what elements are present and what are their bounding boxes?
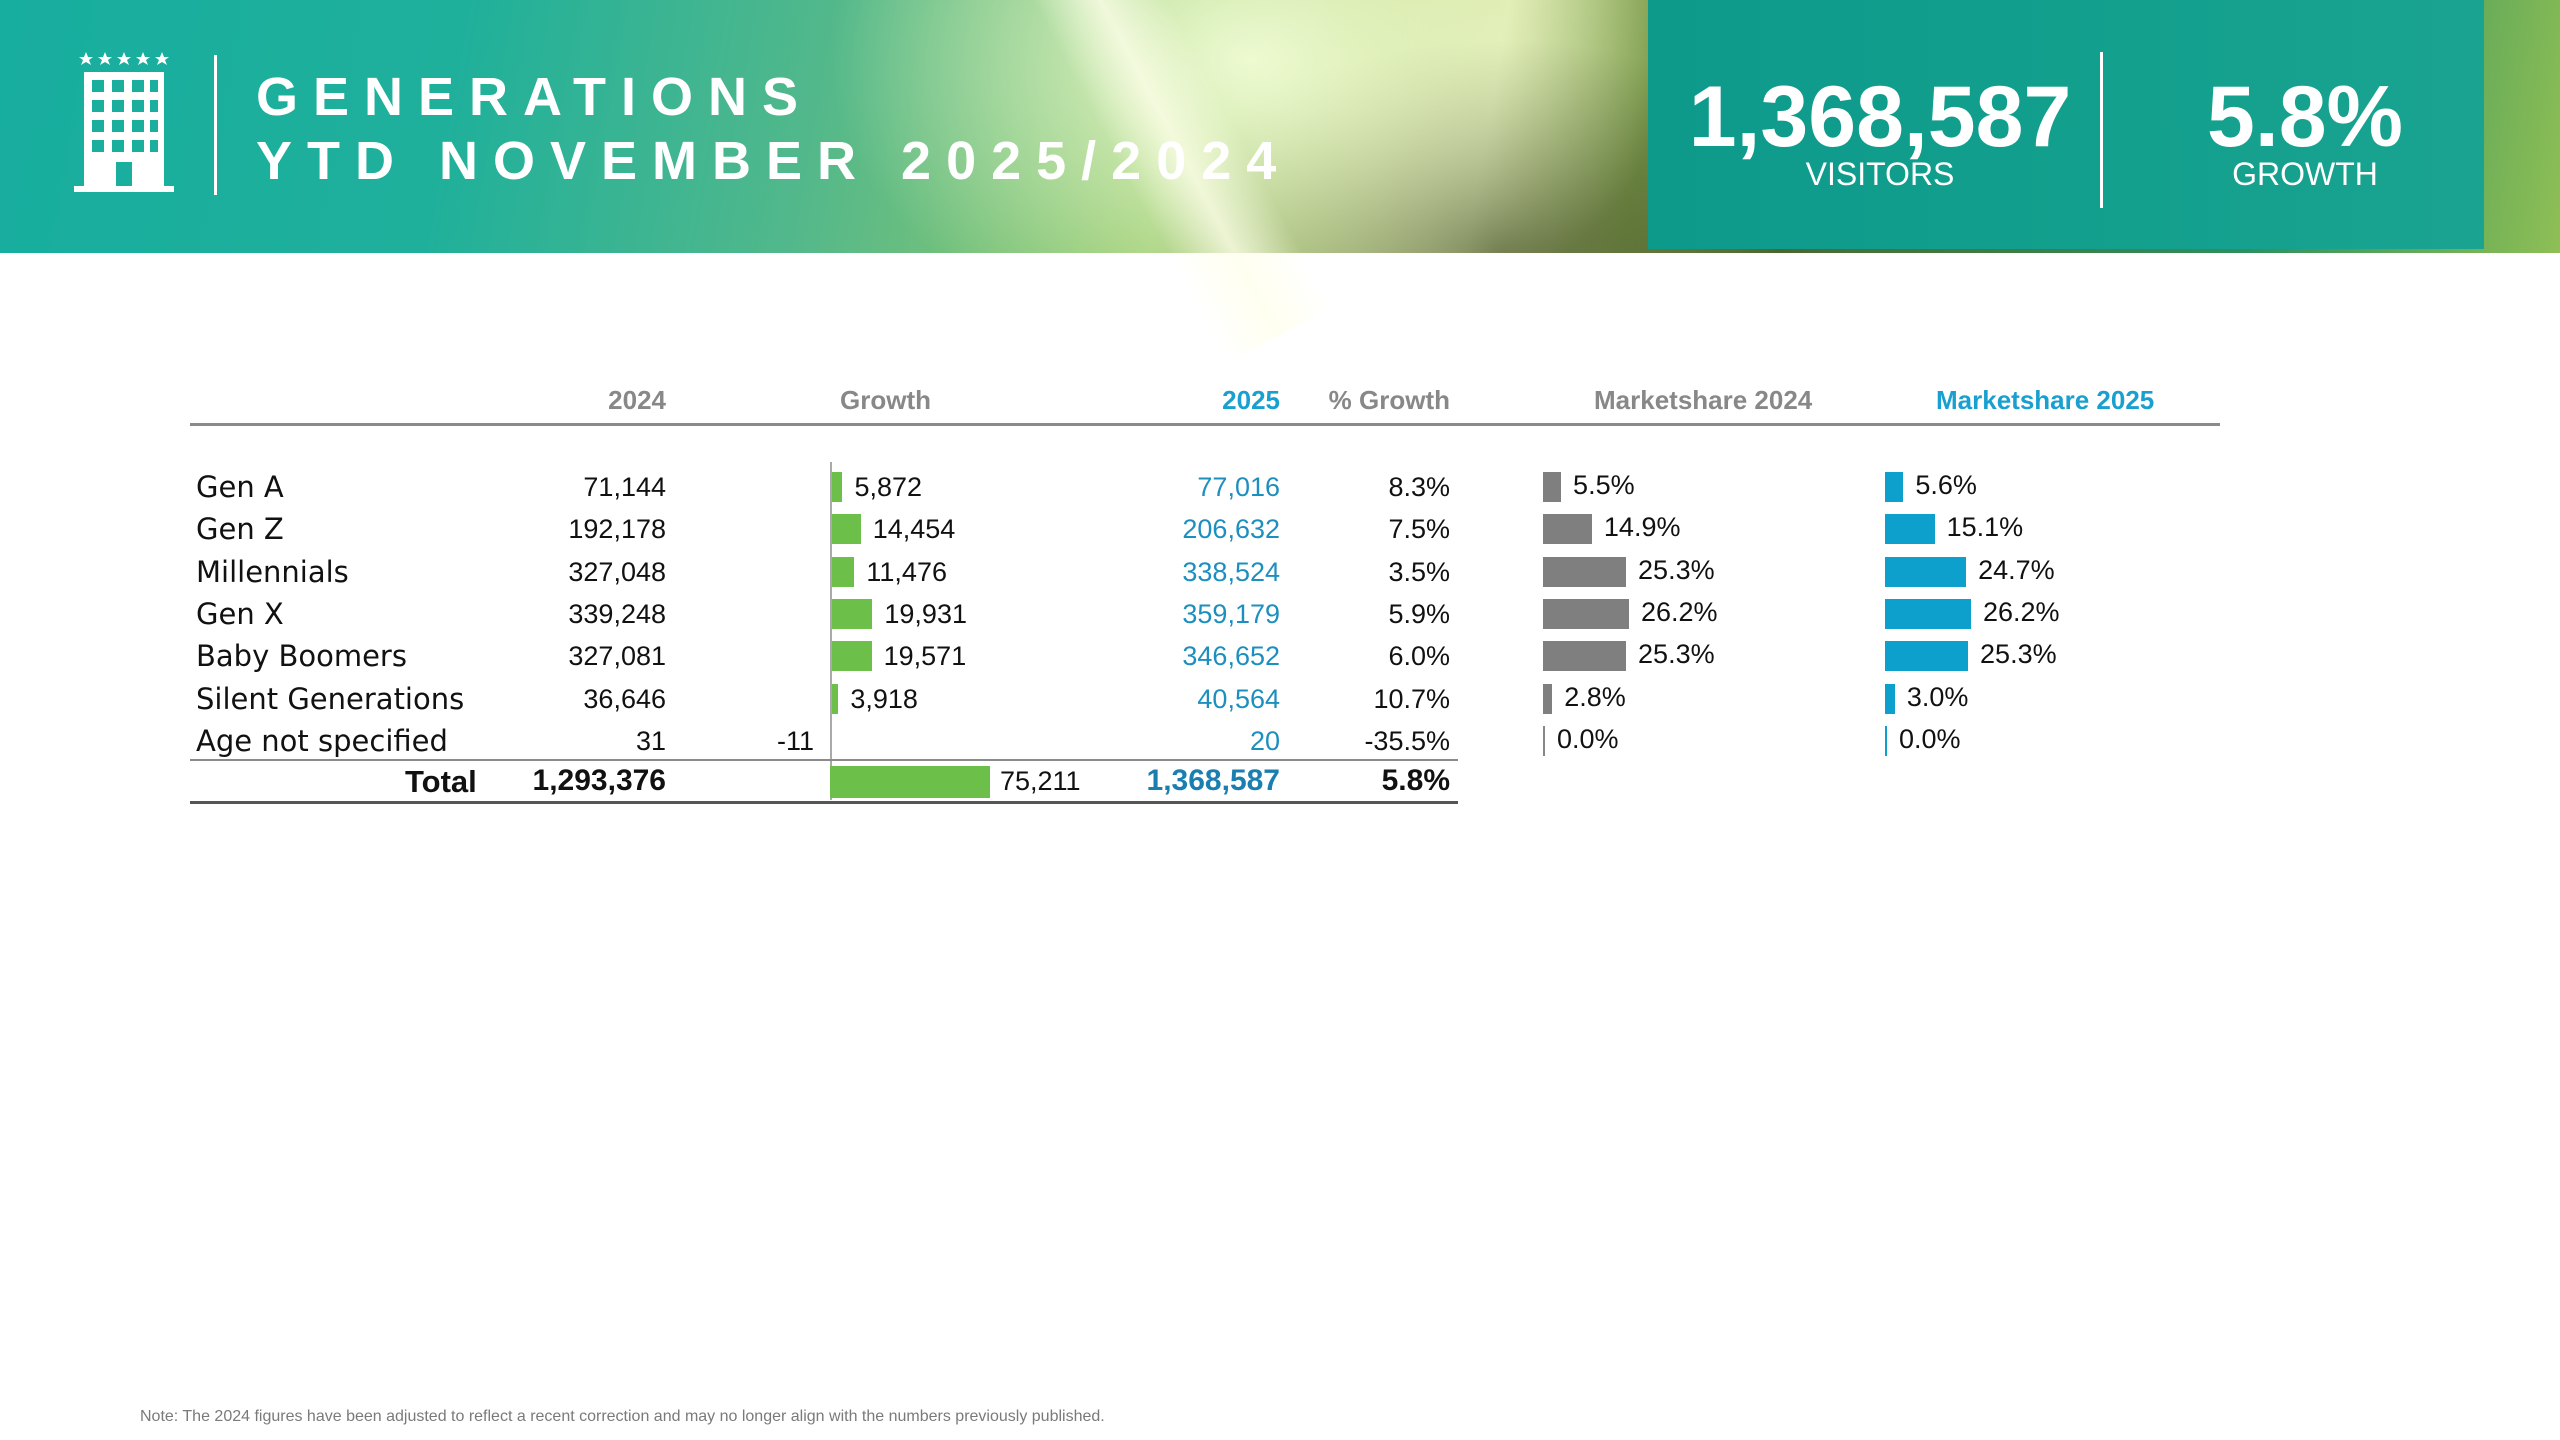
marketshare-2024-bar bbox=[1543, 514, 1592, 545]
marketshare-2025-label: 24.7% bbox=[1978, 554, 2055, 585]
marketshare-2025-bar bbox=[1885, 641, 1969, 672]
value-2024: 192,178 bbox=[568, 514, 666, 545]
header-banner: GENERATIONS YTD NOVEMBER 2025/2024 1,368… bbox=[0, 0, 2560, 364]
value-2024: 36,646 bbox=[583, 683, 666, 714]
row-label: Millennials bbox=[196, 554, 349, 589]
marketshare-2025-bar bbox=[1885, 598, 1971, 629]
growth-bar bbox=[830, 472, 843, 502]
marketshare-2025-bar bbox=[1885, 683, 1895, 714]
row-label: Gen A bbox=[196, 470, 284, 504]
col-header-2025: 2025 bbox=[1222, 385, 1280, 415]
growth-bar-label: 19,571 bbox=[883, 641, 967, 672]
row-label: Gen Z bbox=[196, 512, 284, 547]
growth-bar bbox=[830, 556, 855, 587]
marketshare-2024-label: 5.5% bbox=[1573, 470, 1635, 500]
marketshare-2024-bar bbox=[1543, 472, 1562, 502]
value-2024: 327,081 bbox=[568, 641, 666, 672]
pct-growth: -35.5% bbox=[1364, 725, 1450, 756]
marketshare-2024-label: 25.3% bbox=[1638, 554, 1715, 585]
growth-bar bbox=[830, 641, 872, 672]
total-2024: 1,293,376 bbox=[532, 764, 666, 797]
marketshare-2024-label: 25.3% bbox=[1638, 639, 1715, 670]
marketshare-2024-label: 0.0% bbox=[1557, 723, 1619, 754]
total-growth-bar bbox=[830, 766, 990, 798]
marketshare-2025-bar bbox=[1885, 472, 1904, 502]
marketshare-2024-bar bbox=[1543, 598, 1629, 629]
growth-bar bbox=[830, 683, 839, 714]
row-label: Age not specified bbox=[196, 723, 448, 758]
pct-growth: 3.5% bbox=[1388, 556, 1450, 587]
marketshare-2025-bar bbox=[1885, 556, 1967, 587]
pct-growth: 7.5% bbox=[1388, 514, 1450, 545]
marketshare-2025-label: 0.0% bbox=[1899, 723, 1961, 754]
marketshare-2025-label: 3.0% bbox=[1906, 681, 1969, 712]
marketshare-2024-bar bbox=[1543, 683, 1553, 714]
marketshare-2024-label: 14.9% bbox=[1603, 512, 1681, 543]
growth-label: GROWTH bbox=[2232, 156, 2378, 192]
total-pct-growth: 5.8% bbox=[1381, 764, 1450, 797]
marketshare-2024-bar bbox=[1543, 725, 1545, 756]
pct-growth: 5.9% bbox=[1388, 598, 1450, 629]
pct-growth: 6.0% bbox=[1388, 641, 1450, 672]
pct-growth: 8.3% bbox=[1388, 472, 1450, 502]
hotel-building-icon bbox=[74, 52, 174, 192]
visitors-value: 1,368,587 bbox=[1688, 69, 2072, 165]
value-2024: 31 bbox=[635, 725, 666, 756]
value-2025: 20 bbox=[1249, 725, 1280, 756]
row-label: Baby Boomers bbox=[196, 639, 407, 674]
growth-bar-label: 11,476 bbox=[866, 556, 947, 587]
growth-value: 5.8% bbox=[2206, 69, 2404, 165]
value-2025: 40,564 bbox=[1197, 683, 1280, 714]
row-label: Silent Generations bbox=[196, 681, 465, 716]
growth-bar bbox=[830, 514, 861, 545]
value-2025: 77,016 bbox=[1197, 472, 1280, 502]
visitors-label: VISITORS bbox=[1805, 156, 1955, 192]
growth-bar bbox=[830, 598, 873, 629]
kpi-panel bbox=[1648, 0, 2484, 249]
row-label: Gen X bbox=[196, 596, 284, 631]
value-2025: 359,179 bbox=[1182, 598, 1280, 629]
total-label: Total bbox=[405, 764, 477, 799]
value-2024: 339,248 bbox=[568, 598, 666, 629]
marketshare-2024-label: 26.2% bbox=[1641, 596, 1718, 627]
marketshare-2025-label: 25.3% bbox=[1980, 639, 2057, 670]
total-2025: 1,368,587 bbox=[1146, 764, 1280, 797]
growth-bar-label: 5,872 bbox=[854, 472, 923, 502]
marketshare-2025-label: 26.2% bbox=[1983, 596, 2060, 627]
growth-bar-label: 3,918 bbox=[850, 683, 918, 714]
col-header-marketshare-2025: Marketshare 2025 bbox=[1936, 385, 2155, 415]
col-header-2024: 2024 bbox=[608, 385, 666, 415]
marketshare-2024-bar bbox=[1543, 641, 1627, 672]
col-header-pct-growth: % Growth bbox=[1328, 385, 1450, 415]
growth-bar-label: -11 bbox=[776, 725, 814, 756]
header-rule bbox=[190, 423, 2220, 426]
marketshare-2025-bar bbox=[1885, 725, 1887, 756]
total-growth-label: 75,211 bbox=[1000, 766, 1081, 796]
value-2025: 338,524 bbox=[1182, 556, 1280, 587]
kpi-divider bbox=[2100, 52, 2103, 208]
value-2024: 71,144 bbox=[583, 472, 666, 502]
total-bottom-rule bbox=[190, 801, 1458, 804]
value-2024: 327,048 bbox=[568, 556, 666, 587]
footnote: Note: The 2024 figures have been adjuste… bbox=[140, 1408, 1105, 1425]
marketshare-2025-label: 5.6% bbox=[1915, 470, 1977, 500]
value-2025: 346,652 bbox=[1182, 641, 1280, 672]
marketshare-2024-label: 2.8% bbox=[1564, 681, 1626, 712]
marketshare-2025-label: 15.1% bbox=[1946, 512, 2024, 543]
growth-bar-label: 14,454 bbox=[872, 514, 956, 545]
total-top-rule bbox=[190, 759, 1458, 761]
growth-bar-label: 19,931 bbox=[884, 598, 967, 629]
col-header-marketshare-2024: Marketshare 2024 bbox=[1594, 385, 1813, 415]
page-title-line2: YTD NOVEMBER 2025/2024 bbox=[256, 131, 1292, 191]
marketshare-2024-bar bbox=[1543, 556, 1627, 587]
header-divider bbox=[214, 55, 217, 195]
page-title-line1: GENERATIONS bbox=[256, 67, 814, 127]
col-header-growth: Growth bbox=[840, 385, 931, 415]
value-2025: 206,632 bbox=[1182, 514, 1280, 545]
marketshare-2025-bar bbox=[1885, 514, 1935, 545]
pct-growth: 10.7% bbox=[1373, 683, 1450, 714]
growth-axis bbox=[830, 462, 832, 800]
